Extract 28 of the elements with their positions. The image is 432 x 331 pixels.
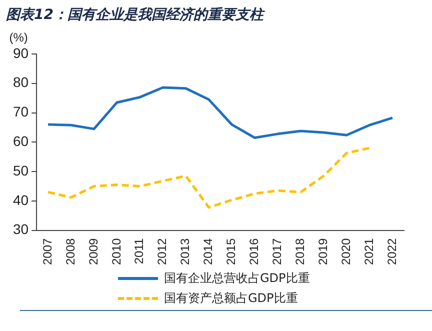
- x-tick-label: 2015: [224, 238, 238, 266]
- y-tick-label: 70: [12, 104, 29, 120]
- y-tick-label: 50: [12, 162, 29, 178]
- x-tick-label: 2017: [270, 238, 284, 266]
- y-tick-label: 40: [12, 192, 29, 208]
- x-tick-label: 2018: [292, 238, 307, 266]
- x-tick-label: 2016: [247, 238, 262, 266]
- line-series: [46, 146, 371, 209]
- x-tick-label: 2011: [132, 238, 146, 264]
- x-tick-label: 2014: [201, 238, 216, 266]
- y-tick-label: 80: [12, 74, 29, 90]
- x-tick-label: 2020: [338, 238, 353, 266]
- x-tick-label: 2010: [109, 238, 124, 266]
- y-tick-label: 60: [12, 133, 29, 150]
- x-tick-label: 2019: [316, 238, 330, 266]
- x-tick-label: 2007: [40, 238, 54, 266]
- x-tick-label: 2009: [86, 238, 100, 266]
- legend-label: 国有企业总营收占GDP比重: [164, 270, 310, 286]
- x-tick-label: 2013: [178, 238, 192, 266]
- y-tick-label: 90: [12, 44, 29, 61]
- legend-label: 国有资产总额占GDP比重: [164, 290, 298, 306]
- x-tick-label: 2021: [362, 238, 376, 266]
- chart-title: 图表12：国有企业是我国经济的重要支柱: [6, 6, 264, 24]
- x-tick-label: 2022: [384, 238, 399, 266]
- x-tick-label: 2012: [155, 238, 170, 266]
- y-tick-label: 30: [12, 221, 29, 238]
- x-tick-label: 2008: [63, 238, 78, 266]
- y-axis-title: (%): [9, 30, 28, 44]
